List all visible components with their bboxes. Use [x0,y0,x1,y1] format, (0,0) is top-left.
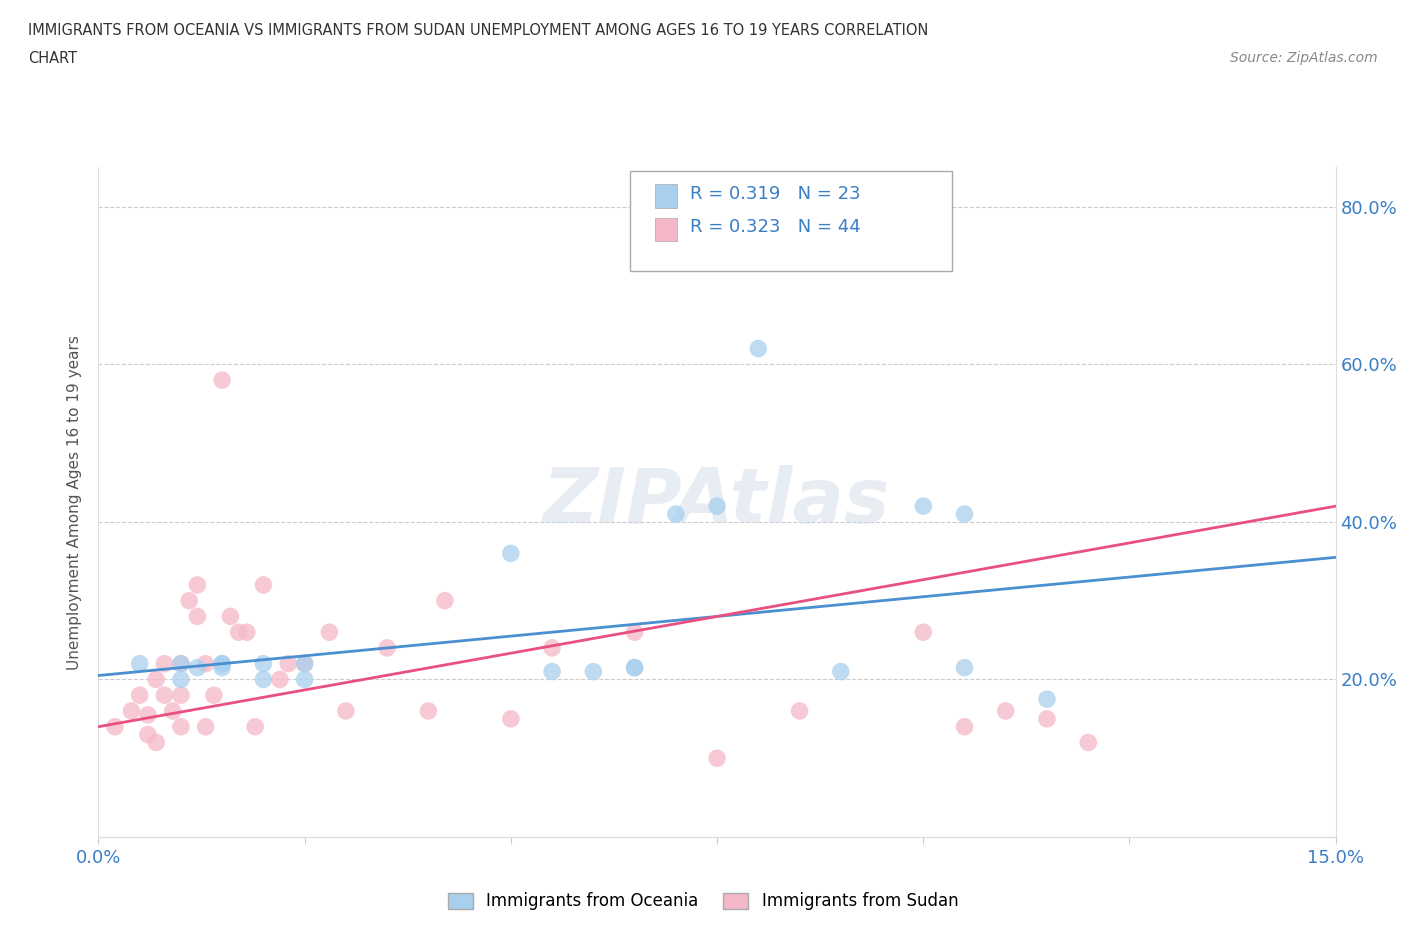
Point [1077,735,1099,750]
Text: IMMIGRANTS FROM OCEANIA VS IMMIGRANTS FROM SUDAN UNEMPLOYMENT AMONG AGES 16 TO 1: IMMIGRANTS FROM OCEANIA VS IMMIGRANTS FR… [28,23,928,38]
Point [170,657,193,671]
Point [418,703,440,718]
Point [623,660,645,675]
Point [128,688,150,703]
Text: R = 0.323   N = 44: R = 0.323 N = 44 [690,218,860,236]
Point [706,751,728,765]
Point [953,719,976,734]
Point [706,498,728,513]
Point [294,657,316,671]
Point [136,727,159,742]
Point [128,657,150,671]
Point [162,703,184,718]
Point [789,703,811,718]
Point [994,703,1017,718]
Point [170,688,193,703]
Point [153,688,176,703]
Point [170,657,193,671]
Point [219,609,242,624]
FancyBboxPatch shape [655,218,678,241]
Point [499,711,522,726]
Point [186,609,208,624]
Point [211,657,233,671]
Point [582,664,605,679]
Point [211,373,233,388]
FancyBboxPatch shape [655,184,678,207]
Text: ZIPAtlas: ZIPAtlas [543,465,891,539]
Point [252,578,274,592]
Point [104,719,127,734]
Y-axis label: Unemployment Among Ages 16 to 19 years: Unemployment Among Ages 16 to 19 years [67,335,83,670]
Point [228,625,250,640]
Point [179,593,201,608]
Point [1036,711,1059,726]
Point [499,546,522,561]
Point [120,703,142,718]
FancyBboxPatch shape [630,171,952,272]
Point [665,507,688,522]
Point [243,719,266,734]
Point [194,657,217,671]
Legend: Immigrants from Oceania, Immigrants from Sudan: Immigrants from Oceania, Immigrants from… [441,885,965,917]
Point [145,735,167,750]
Point [335,703,357,718]
Point [252,672,274,687]
Point [953,660,976,675]
Point [375,641,398,656]
Point [870,215,893,230]
Point [623,625,645,640]
Point [153,657,176,671]
Text: R = 0.319   N = 23: R = 0.319 N = 23 [690,184,860,203]
Point [294,657,316,671]
Point [747,341,769,356]
Point [433,593,456,608]
Point [252,657,274,671]
Point [211,660,233,675]
Point [194,719,217,734]
Point [912,498,935,513]
Point [277,657,299,671]
Point [202,688,225,703]
Point [269,672,291,687]
Point [236,625,259,640]
Point [1036,692,1059,707]
Point [136,708,159,723]
Point [623,660,645,675]
Text: Source: ZipAtlas.com: Source: ZipAtlas.com [1230,51,1378,65]
Point [211,657,233,671]
Point [170,719,193,734]
Text: CHART: CHART [28,51,77,66]
Point [912,625,935,640]
Point [186,660,208,675]
Point [186,578,208,592]
Point [294,672,316,687]
Point [953,507,976,522]
Point [145,672,167,687]
Point [170,672,193,687]
Point [541,664,564,679]
Point [318,625,340,640]
Point [541,641,564,656]
Point [830,664,852,679]
